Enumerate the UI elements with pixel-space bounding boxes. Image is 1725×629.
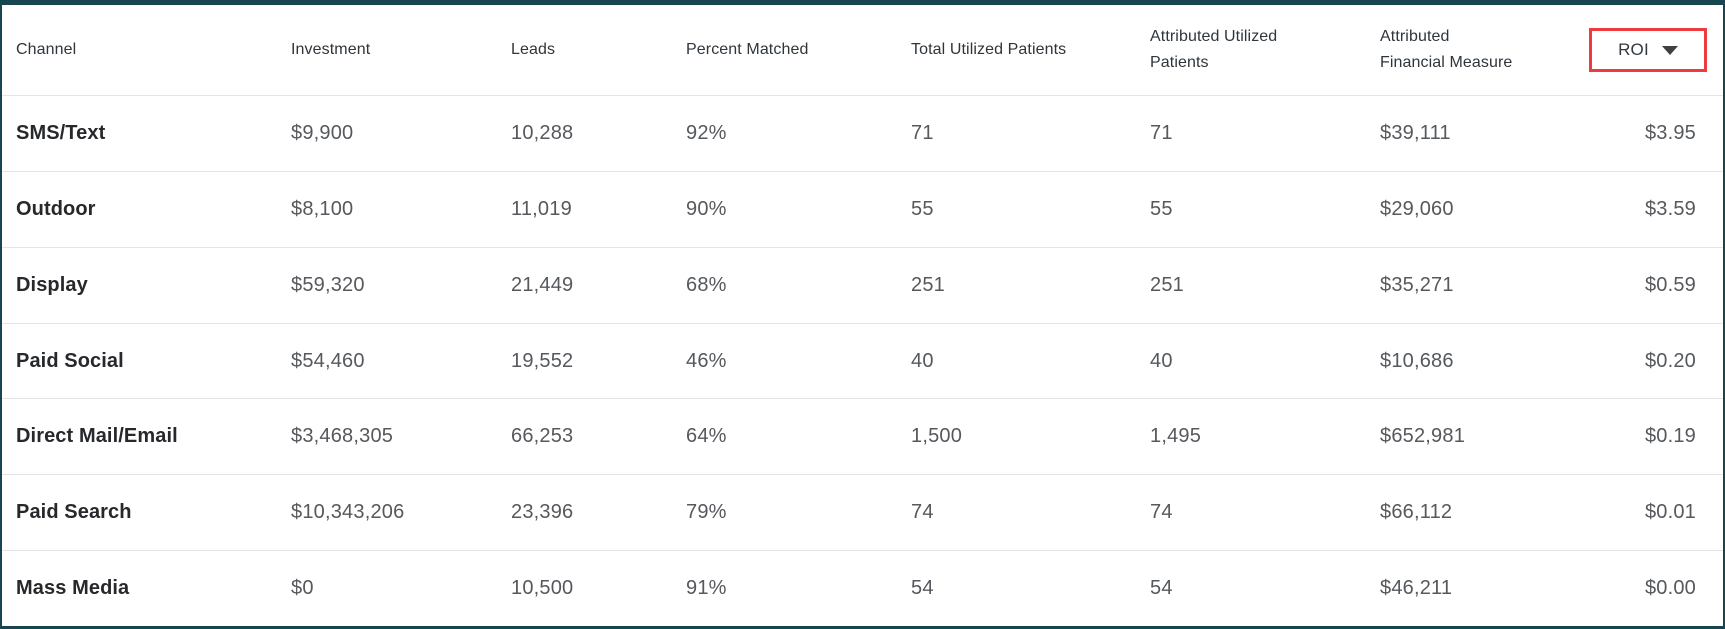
- column-header-leads: Leads: [511, 41, 556, 58]
- cell-leads: 21,449: [511, 273, 574, 296]
- column-header-percent-matched: Percent Matched: [686, 41, 809, 58]
- cell-channel: Paid Social: [16, 349, 124, 372]
- cell-percent-matched: 46%: [686, 349, 727, 372]
- cell-channel: Display: [16, 273, 88, 296]
- cell-attributed-financial-measure: $652,981: [1380, 425, 1466, 448]
- column-header-attributed-utilized-patients: Attributed Utilized Patients: [1150, 28, 1278, 71]
- table-row: Direct Mail/Email $3,468,305 66,253 64% …: [2, 398, 1723, 474]
- table-row: Mass Media $0 10,500 91% 54 54 $46,211 $…: [2, 550, 1723, 626]
- cell-channel: Mass Media: [16, 577, 130, 600]
- column-header-roi-label: ROI: [1618, 40, 1649, 59]
- table-row: Outdoor $8,100 11,019 90% 55 55 $29,060 …: [2, 170, 1723, 247]
- cell-leads: 10,500: [511, 577, 574, 600]
- cell-total-utilized-patients: 1,500: [911, 425, 963, 448]
- cell-investment: $8,100: [291, 197, 354, 220]
- cell-attributed-utilized-patients: 55: [1150, 197, 1173, 220]
- cell-channel: Outdoor: [16, 197, 96, 220]
- cell-investment: $0: [291, 577, 314, 600]
- cell-leads: 66,253: [511, 425, 574, 448]
- cell-total-utilized-patients: 55: [911, 197, 934, 220]
- table-row: Display $59,320 21,449 68% 251 251 $35,2…: [2, 246, 1723, 323]
- cell-attributed-utilized-patients: 251: [1150, 273, 1184, 296]
- table-row: Paid Search $10,343,206 23,396 79% 74 74…: [2, 474, 1723, 550]
- column-header-channel: Channel: [16, 41, 77, 58]
- cell-attributed-utilized-patients: 74: [1150, 501, 1173, 524]
- cell-attributed-financial-measure: $10,686: [1380, 349, 1454, 372]
- table-row: SMS/Text $9,900 10,288 92% 71 71 $39,111…: [2, 95, 1723, 171]
- cell-attributed-financial-measure: $29,060: [1380, 197, 1454, 220]
- cell-percent-matched: 68%: [686, 273, 727, 296]
- cell-total-utilized-patients: 71: [911, 121, 934, 144]
- cell-leads: 10,288: [511, 121, 574, 144]
- cell-percent-matched: 91%: [686, 577, 727, 600]
- cell-investment: $9,900: [291, 121, 354, 144]
- caret-down-icon: [1661, 45, 1678, 55]
- cell-channel: SMS/Text: [16, 121, 106, 144]
- column-header-total-utilized-patients: Total Utilized Patients: [911, 41, 1067, 58]
- cell-investment: $10,343,206: [291, 501, 405, 524]
- cell-attributed-financial-measure: $39,111: [1380, 121, 1451, 144]
- cell-investment: $59,320: [291, 273, 365, 296]
- cell-roi: $0.01: [1644, 501, 1696, 524]
- column-header-attributed-financial-measure: Attributed Financial Measure: [1380, 28, 1513, 71]
- cell-investment: $54,460: [291, 349, 365, 372]
- cell-roi: $0.20: [1644, 349, 1696, 372]
- column-header-roi-cell: ROI: [1566, 28, 1723, 72]
- annotation-highlight-box: ROI: [1589, 28, 1707, 72]
- cell-total-utilized-patients: 40: [911, 349, 934, 372]
- cell-percent-matched: 64%: [686, 425, 727, 448]
- cell-roi: $0.59: [1644, 273, 1696, 296]
- roi-sort-button[interactable]: ROI: [1618, 40, 1678, 60]
- cell-channel: Paid Search: [16, 501, 132, 524]
- cell-leads: 19,552: [511, 349, 574, 372]
- cell-investment: $3,468,305: [291, 425, 394, 448]
- cell-total-utilized-patients: 54: [911, 577, 934, 600]
- cell-leads: 23,396: [511, 501, 574, 524]
- cell-percent-matched: 79%: [686, 501, 727, 524]
- cell-percent-matched: 90%: [686, 197, 727, 220]
- cell-attributed-utilized-patients: 1,495: [1150, 425, 1202, 448]
- table-row: Paid Social $54,460 19,552 46% 40 40 $10…: [2, 322, 1723, 399]
- cell-attributed-utilized-patients: 40: [1150, 349, 1173, 372]
- cell-leads: 11,019: [511, 197, 572, 220]
- cell-roi: $3.59: [1644, 197, 1696, 220]
- cell-roi: $0.19: [1644, 425, 1696, 448]
- cell-attributed-financial-measure: $66,112: [1380, 501, 1453, 524]
- table-header-row: Channel Investment Leads Percent Matched…: [2, 5, 1723, 95]
- cell-total-utilized-patients: 74: [911, 501, 934, 524]
- cell-channel: Direct Mail/Email: [16, 425, 178, 448]
- cell-attributed-utilized-patients: 54: [1150, 577, 1173, 600]
- cell-attributed-financial-measure: $35,271: [1380, 273, 1454, 296]
- cell-roi: $3.95: [1644, 121, 1696, 144]
- cell-attributed-financial-measure: $46,211: [1380, 577, 1453, 600]
- cell-attributed-utilized-patients: 71: [1150, 121, 1173, 144]
- cell-total-utilized-patients: 251: [911, 273, 945, 296]
- cell-roi: $0.00: [1644, 577, 1696, 600]
- column-header-investment: Investment: [291, 41, 371, 58]
- cell-percent-matched: 92%: [686, 121, 727, 144]
